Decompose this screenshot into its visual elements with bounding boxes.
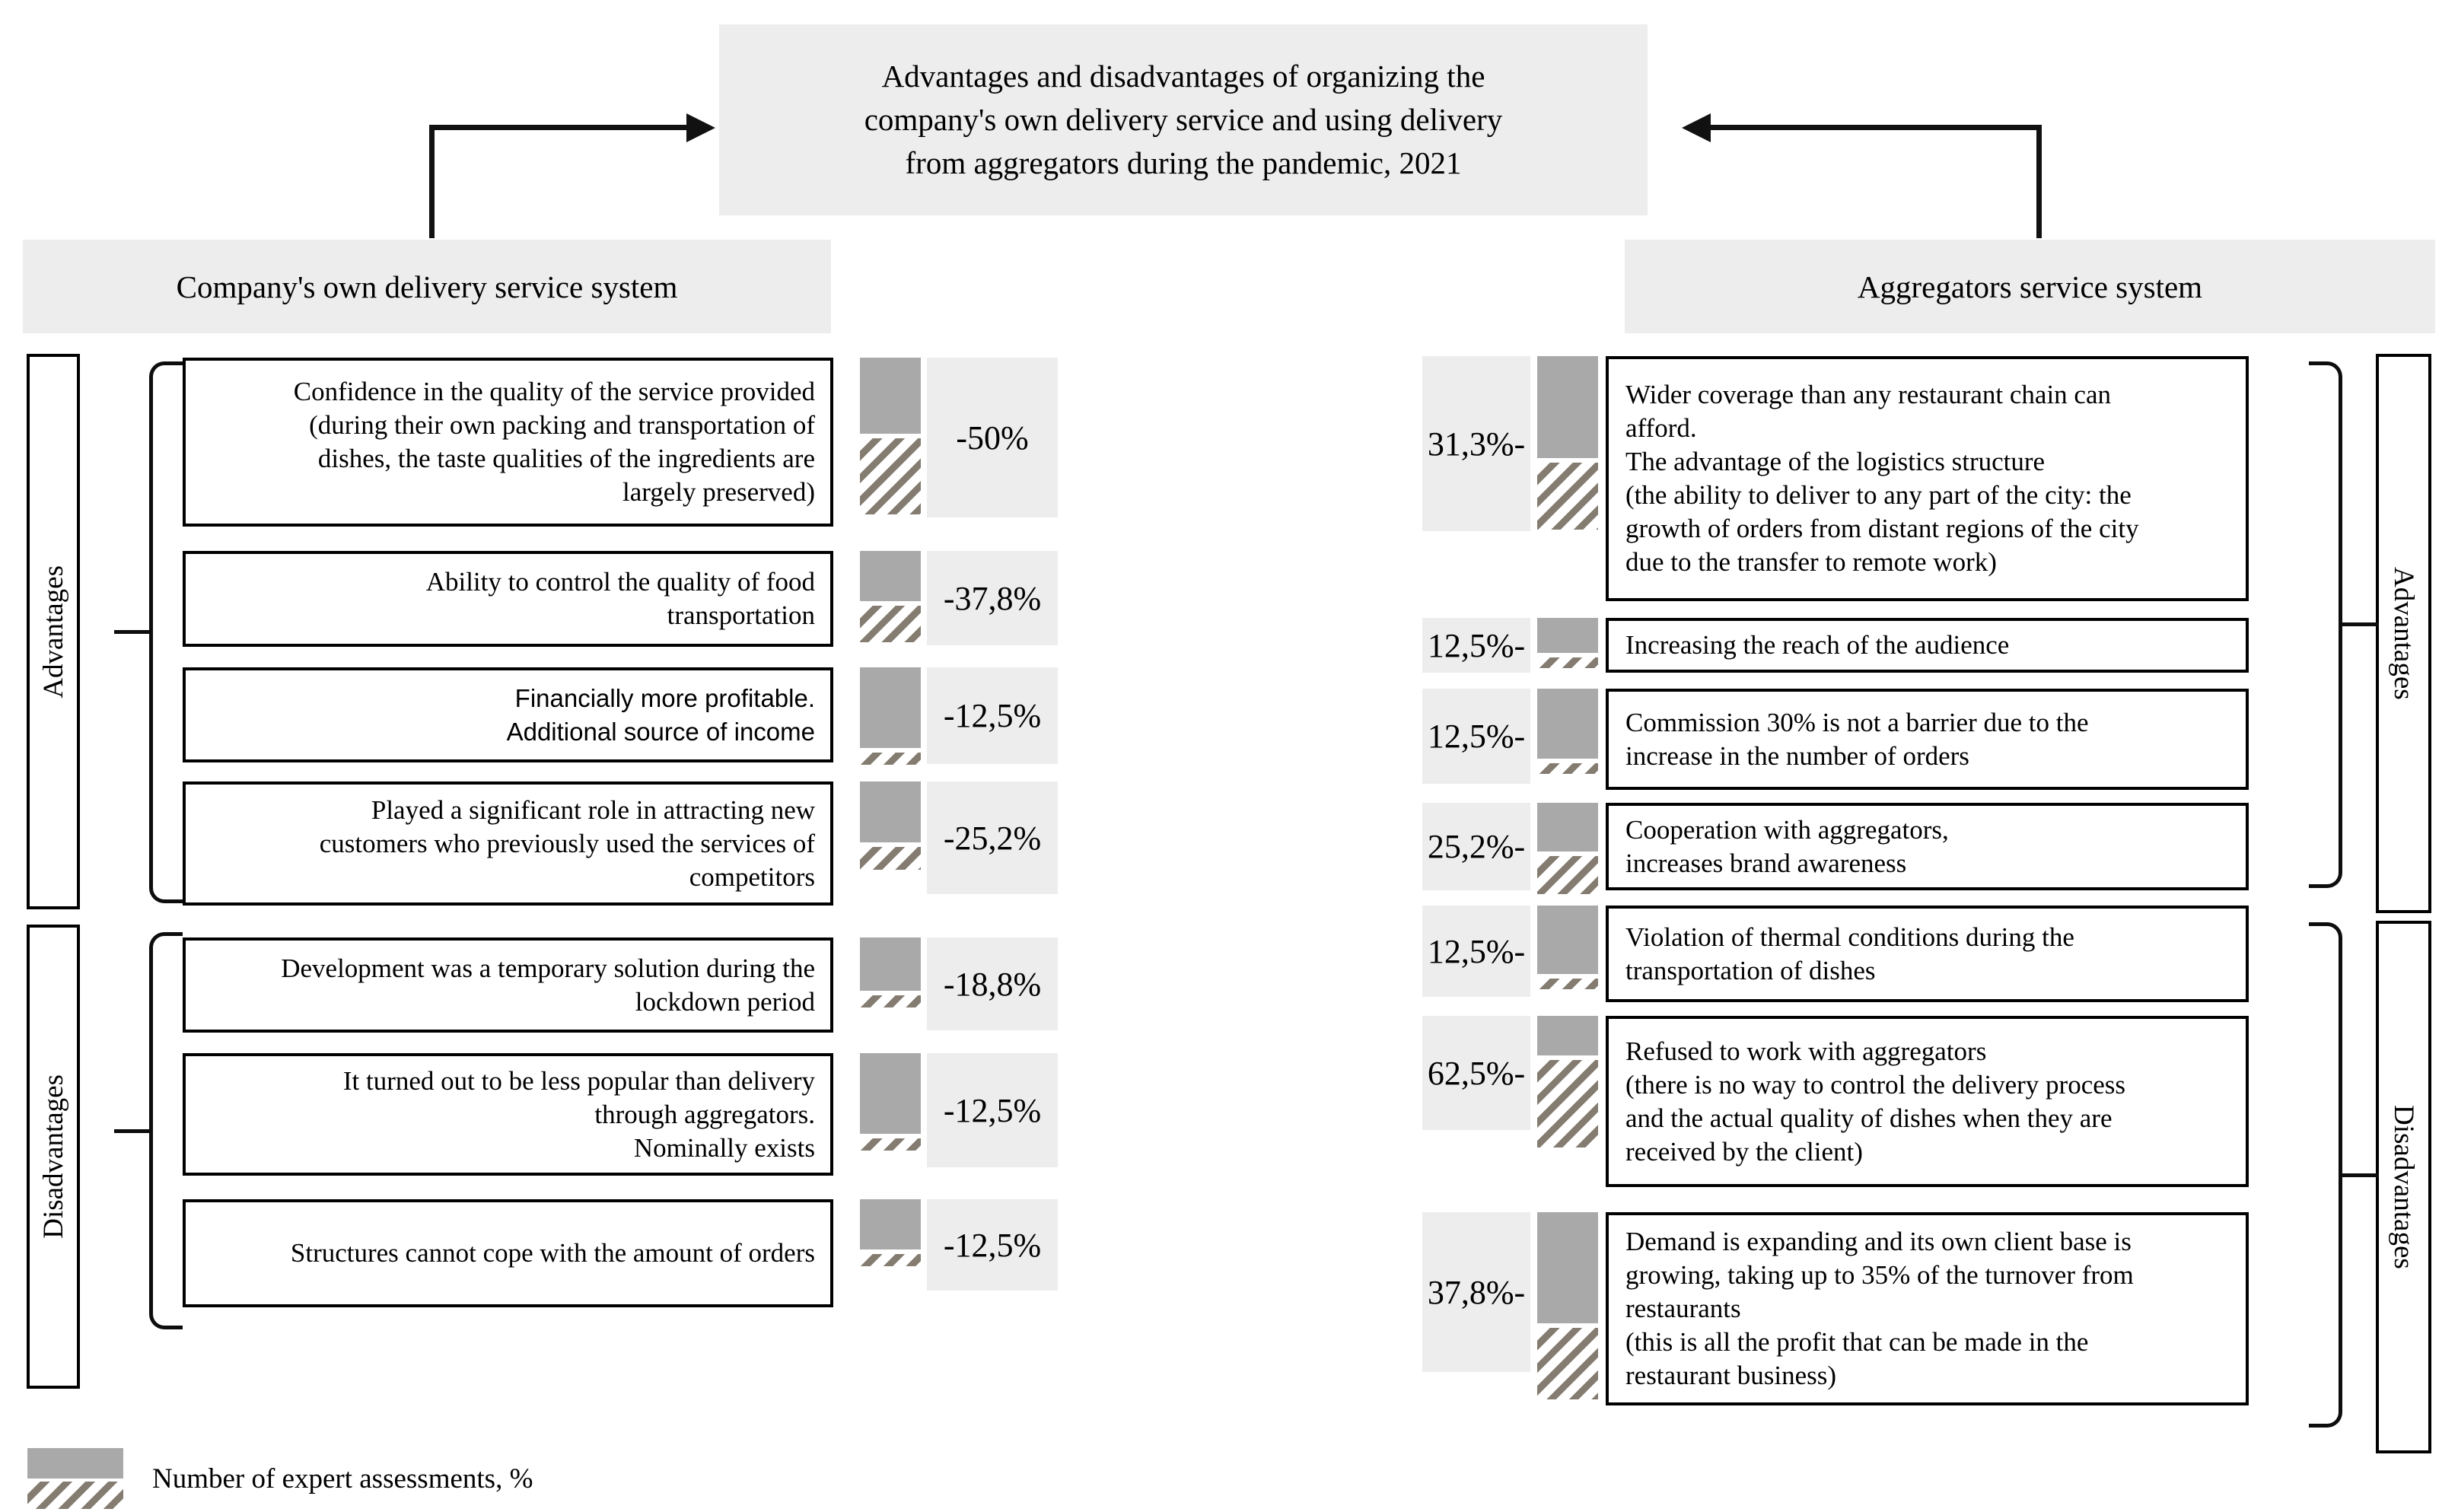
bar-solid-segment xyxy=(1537,1212,1598,1323)
bar-hatch-segment xyxy=(1537,1060,1598,1148)
bar-solid-segment xyxy=(1537,906,1598,974)
bar-hatch-segment xyxy=(860,753,921,765)
left-disadvantages-group-label: Disadvantages xyxy=(27,925,80,1389)
right-advantages-item-box: Wider coverage than any restaurant chain… xyxy=(1606,356,2249,601)
bar-hatch-segment xyxy=(1537,1328,1598,1399)
bar-solid-segment xyxy=(1537,1016,1598,1055)
right-item-value-label: 12,5%- xyxy=(1422,618,1530,673)
right-item-value-label: 62,5%- xyxy=(1422,1016,1530,1130)
diagram-title: Advantages and disadvantages of organizi… xyxy=(719,24,1648,215)
left-advantages-item-box: Financially more profitable. Additional … xyxy=(183,667,833,762)
right-connector-horizontal-line xyxy=(1711,125,2042,130)
legend-solid-swatch-icon xyxy=(27,1448,123,1479)
right-item-value-label: 31,3%- xyxy=(1422,356,1530,531)
left-connector-horizontal-line xyxy=(429,125,689,130)
bar-hatch-segment xyxy=(860,995,921,1007)
bar-solid-segment xyxy=(860,667,921,748)
bar-solid-segment xyxy=(860,1053,921,1134)
left-item-value-label: -50% xyxy=(927,358,1058,517)
left-disadvantages-item-box: Structures cannot cope with the amount o… xyxy=(183,1199,833,1307)
left-advantages-group-label: Advantages xyxy=(27,354,80,909)
bar-hatch-segment xyxy=(1537,657,1598,668)
right-advantages-group-label: Advantages xyxy=(2376,354,2431,913)
right-advantages-item-box: Cooperation with aggregators, increases … xyxy=(1606,803,2249,890)
right-disadvantages-label-text: Disadvantages xyxy=(2388,1105,2419,1269)
bar-solid-segment xyxy=(860,1199,921,1249)
bar-hatch-segment xyxy=(1537,463,1598,530)
bar-solid-segment xyxy=(1537,618,1598,653)
left-item-value-label: -18,8% xyxy=(927,937,1058,1030)
bar-hatch-segment xyxy=(860,847,921,870)
bar-hatch-segment xyxy=(860,438,921,514)
left-item-value-label: -37,8% xyxy=(927,551,1058,645)
left-connector-vertical-line xyxy=(429,126,435,238)
bar-hatch-segment xyxy=(860,1254,921,1266)
right-disadvantages-bracket-stub xyxy=(2342,1173,2379,1177)
right-advantages-item-box: Increasing the reach of the audience xyxy=(1606,618,2249,673)
right-connector-vertical-line xyxy=(2036,126,2042,238)
bar-solid-segment xyxy=(860,781,921,842)
bar-solid-segment xyxy=(860,937,921,991)
right-item-value-label: 12,5%- xyxy=(1422,689,1530,784)
bar-solid-segment xyxy=(1537,803,1598,851)
bar-solid-segment xyxy=(1537,689,1598,759)
left-disadvantages-item-box: It turned out to be less popular than de… xyxy=(183,1053,833,1176)
legend-hatch-swatch-icon xyxy=(27,1482,123,1509)
left-disadvantages-bracket-stub xyxy=(114,1129,151,1133)
legend-label: Number of expert assessments, % xyxy=(152,1463,533,1494)
left-advantages-item-box: Played a significant role in attracting … xyxy=(183,781,833,906)
right-disadvantages-bracket xyxy=(2309,922,2342,1428)
right-column-header: Aggregators service system xyxy=(1625,240,2435,333)
right-item-value-label: 37,8%- xyxy=(1422,1212,1530,1372)
right-advantages-item-box: Commission 30% is not a barrier due to t… xyxy=(1606,689,2249,790)
left-disadvantages-item-box: Development was a temporary solution dur… xyxy=(183,937,833,1033)
bar-hatch-segment xyxy=(1537,979,1598,989)
bar-hatch-segment xyxy=(1537,856,1598,894)
right-item-value-label: 12,5%- xyxy=(1422,906,1530,997)
left-disadvantages-label-text: Disadvantages xyxy=(37,1074,69,1239)
right-advantages-label-text: Advantages xyxy=(2388,567,2419,700)
left-advantages-item-box: Ability to control the quality of food t… xyxy=(183,551,833,647)
right-disadvantages-item-box: Violation of thermal conditions during t… xyxy=(1606,906,2249,1002)
left-disadvantages-bracket xyxy=(149,932,183,1329)
right-disadvantages-item-box: Demand is expanding and its own client b… xyxy=(1606,1212,2249,1405)
left-advantages-bracket xyxy=(149,361,183,903)
right-item-value-label: 25,2%- xyxy=(1422,803,1530,890)
right-advantages-bracket-stub xyxy=(2342,622,2379,626)
left-item-value-label: -12,5% xyxy=(927,1053,1058,1167)
left-item-value-label: -12,5% xyxy=(927,1199,1058,1291)
left-item-value-label: -12,5% xyxy=(927,667,1058,764)
left-advantages-bracket-stub xyxy=(114,630,151,634)
right-arrowhead-icon xyxy=(686,113,715,142)
bar-hatch-segment xyxy=(860,1138,921,1151)
right-disadvantages-item-box: Refused to work with aggregators (there … xyxy=(1606,1016,2249,1187)
left-column-header: Company's own delivery service system xyxy=(23,240,831,333)
left-arrowhead-icon xyxy=(1682,113,1711,142)
right-advantages-bracket xyxy=(2309,361,2342,888)
bar-solid-segment xyxy=(860,358,921,434)
bar-hatch-segment xyxy=(860,606,921,642)
bar-solid-segment xyxy=(1537,356,1598,458)
bar-solid-segment xyxy=(860,551,921,601)
right-disadvantages-group-label: Disadvantages xyxy=(2376,921,2431,1453)
bar-hatch-segment xyxy=(1537,763,1598,774)
left-advantages-item-box: Confidence in the quality of the service… xyxy=(183,358,833,527)
left-advantages-label-text: Advantages xyxy=(37,565,69,699)
left-item-value-label: -25,2% xyxy=(927,781,1058,894)
